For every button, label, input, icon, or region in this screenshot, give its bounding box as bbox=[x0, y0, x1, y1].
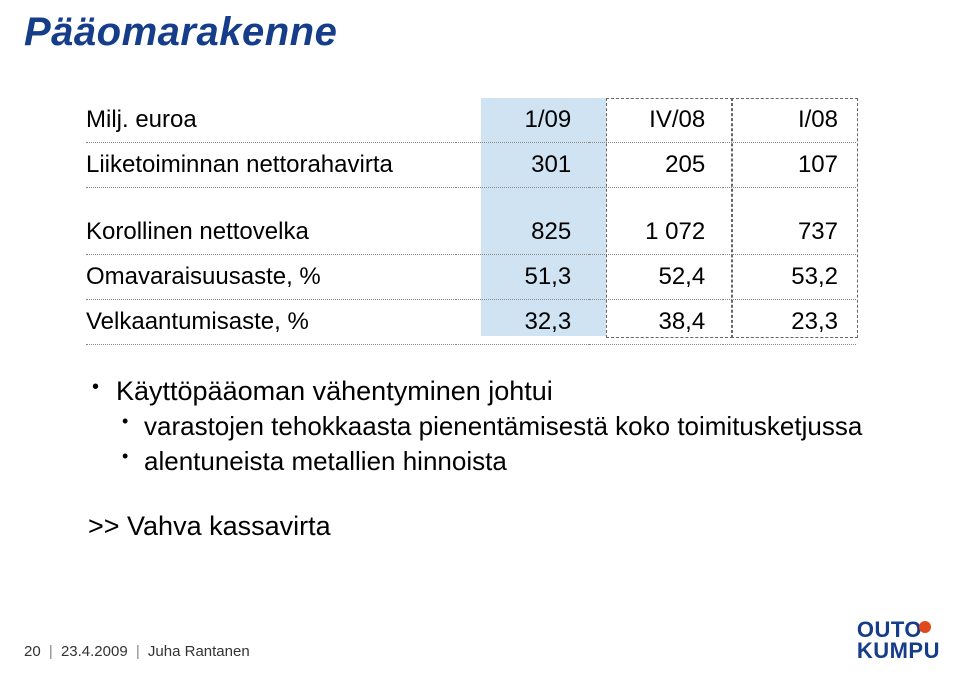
footer: 20 | 23.4.2009 | Juha Rantanen bbox=[24, 643, 250, 660]
footer-sep: | bbox=[136, 643, 140, 660]
footer-author: Juha Rantanen bbox=[148, 643, 250, 660]
logo-line2: KUMPU bbox=[857, 641, 940, 662]
logo-dot-icon bbox=[919, 621, 931, 633]
row-c1: 301 bbox=[456, 143, 589, 188]
bullet-lvl2: alentuneista metallien hinnoista bbox=[86, 446, 886, 477]
row-c2: 38,4 bbox=[589, 300, 723, 345]
row-c3: 107 bbox=[723, 143, 856, 188]
header-c1: 1/09 bbox=[456, 98, 589, 143]
row-c3: 53,2 bbox=[723, 255, 856, 300]
table-row: Omavaraisuusaste, % 51,3 52,4 53,2 bbox=[86, 255, 856, 300]
footer-page: 20 bbox=[24, 643, 41, 660]
row-c3: 23,3 bbox=[723, 300, 856, 345]
footer-date: 23.4.2009 bbox=[61, 643, 128, 660]
page-title: Pääomarakenne bbox=[24, 10, 337, 55]
bullet-lvl1: Käyttöpääoman vähentyminen johtui bbox=[86, 376, 886, 407]
table-header-row: Milj. euroa 1/09 IV/08 I/08 bbox=[86, 98, 856, 143]
row-c2: 205 bbox=[589, 143, 723, 188]
row-label: Liiketoiminnan nettorahavirta bbox=[86, 143, 456, 188]
table-row: Korollinen nettovelka 825 1 072 737 bbox=[86, 210, 856, 255]
table-row: Velkaantumisaste, % 32,3 38,4 23,3 bbox=[86, 300, 856, 345]
row-c2: 1 072 bbox=[589, 210, 723, 255]
row-c1: 51,3 bbox=[456, 255, 589, 300]
header-label: Milj. euroa bbox=[86, 98, 456, 143]
bullet-section: Käyttöpääoman vähentyminen johtui varast… bbox=[86, 372, 886, 542]
conclusion-text: >> Vahva kassavirta bbox=[86, 511, 886, 542]
row-label: Omavaraisuusaste, % bbox=[86, 255, 456, 300]
row-label: Velkaantumisaste, % bbox=[86, 300, 456, 345]
row-c1: 32,3 bbox=[456, 300, 589, 345]
header-c3: I/08 bbox=[723, 98, 856, 143]
table-row: Liiketoiminnan nettorahavirta 301 205 10… bbox=[86, 143, 856, 188]
logo: OUTO KUMPU bbox=[857, 620, 940, 662]
row-label: Korollinen nettovelka bbox=[86, 210, 456, 255]
row-c2: 52,4 bbox=[589, 255, 723, 300]
footer-sep: | bbox=[49, 643, 53, 660]
header-c2: IV/08 bbox=[589, 98, 723, 143]
data-table: Milj. euroa 1/09 IV/08 I/08 Liiketoiminn… bbox=[86, 98, 856, 345]
table-gap bbox=[86, 188, 856, 211]
bullet-lvl2: varastojen tehokkaasta pienentämisestä k… bbox=[86, 411, 886, 442]
row-c1: 825 bbox=[456, 210, 589, 255]
row-c3: 737 bbox=[723, 210, 856, 255]
